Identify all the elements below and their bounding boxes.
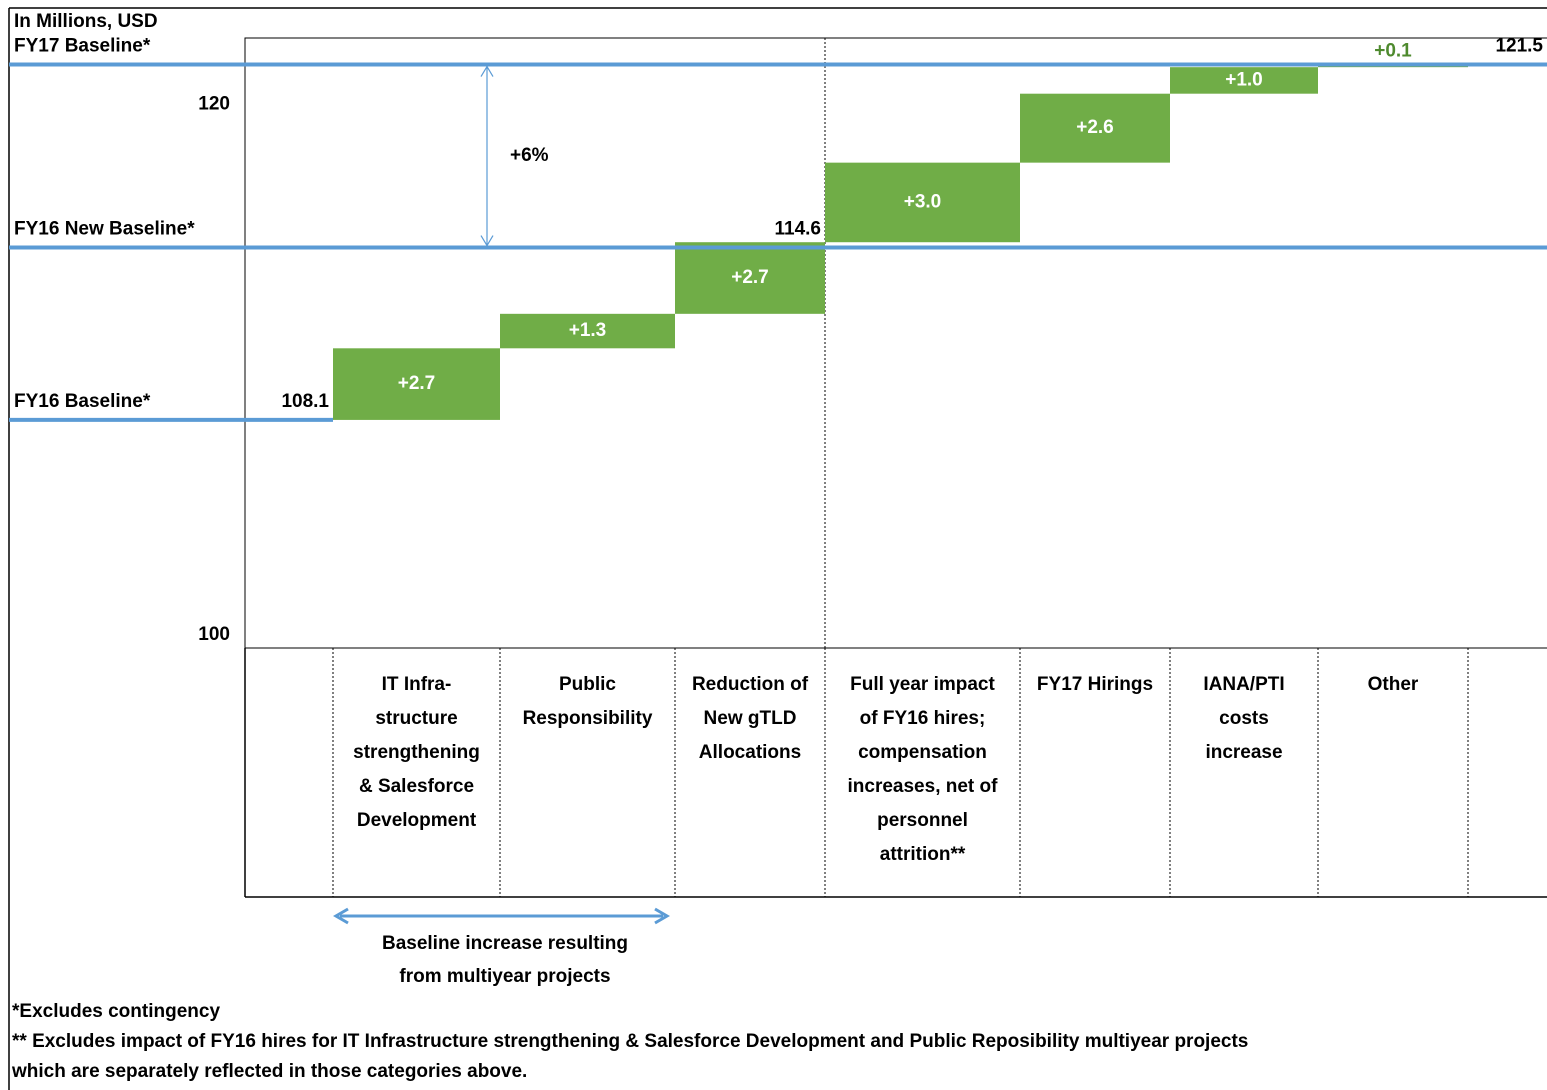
footnote: *Excludes contingency xyxy=(12,1001,221,1022)
bar xyxy=(825,162,1020,243)
category-label: Full year impact of FY16 hires; compensa… xyxy=(847,674,998,865)
category-label: IT Infra- structure strengthening & Sale… xyxy=(353,674,480,831)
category-label: Public Responsibility xyxy=(522,674,653,729)
bar xyxy=(333,348,500,420)
y-axis-label: In Millions, USD xyxy=(14,11,158,32)
arrow-head xyxy=(480,65,494,77)
value-label: +0.1 xyxy=(1374,41,1412,62)
bracket-label: Baseline increase resulting from multiye… xyxy=(381,933,629,987)
value-label: +1.3 xyxy=(569,320,607,341)
plot-area xyxy=(244,37,1547,649)
value-label: +2.7 xyxy=(731,267,769,288)
category-label: Reduction of New gTLD Allocations xyxy=(691,674,809,763)
footnote: ** Excludes impact of FY16 hires for IT … xyxy=(12,1031,1249,1082)
y-tick-label: 120 xyxy=(198,93,230,114)
value-label: +1.0 xyxy=(1225,69,1263,90)
baseline-label: FY16 New Baseline* xyxy=(14,219,195,240)
baseline-value: 114.6 xyxy=(775,219,822,240)
arrow-head xyxy=(333,907,349,925)
y-tick-label: 100 xyxy=(198,624,230,645)
baseline-value: 121.5 xyxy=(1495,36,1543,57)
category-label: FY17 Hirings xyxy=(1036,674,1154,695)
category-label: Other xyxy=(1367,674,1419,695)
category-label: IANA/PTI costs increase xyxy=(1203,674,1285,763)
baseline-label: FY16 Baseline* xyxy=(14,391,151,412)
baseline-value: 108.1 xyxy=(281,391,329,412)
arrow-head xyxy=(654,907,670,925)
change-label: +6% xyxy=(510,145,549,166)
bar xyxy=(1170,67,1318,94)
bar xyxy=(675,242,825,314)
arrow-head xyxy=(480,235,494,247)
bar xyxy=(500,313,675,349)
value-label: +3.0 xyxy=(904,191,942,212)
value-label: +2.7 xyxy=(398,373,436,394)
value-label: +2.6 xyxy=(1076,117,1114,138)
bar xyxy=(1020,93,1170,163)
baseline-label: FY17 Baseline* xyxy=(14,36,151,57)
